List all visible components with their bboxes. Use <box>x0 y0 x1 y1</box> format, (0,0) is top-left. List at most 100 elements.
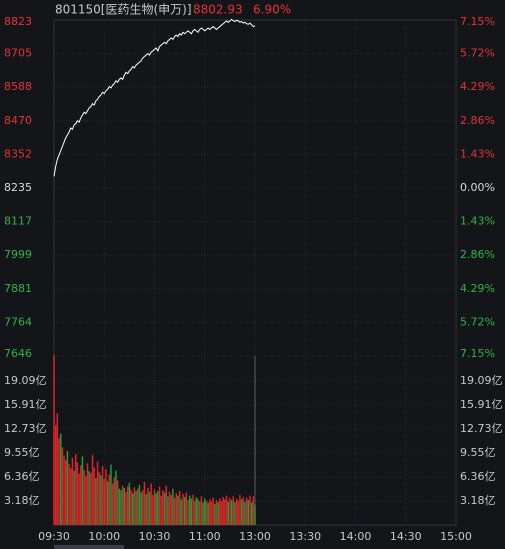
y2-tick-label: 1.43% <box>460 215 495 228</box>
volume-bar <box>175 493 178 525</box>
volume-bar <box>222 497 224 525</box>
volume-bar <box>172 488 174 525</box>
y2-tick-label: 12.73亿 <box>460 422 503 435</box>
y2-tick-label: 15.91亿 <box>460 398 503 411</box>
volume-bar <box>140 492 142 525</box>
volume-bar <box>178 491 181 525</box>
volume-bar <box>163 492 166 525</box>
volume-bar <box>188 495 191 525</box>
volume-bar <box>121 485 124 525</box>
volume-bar <box>53 355 55 525</box>
volume-bar <box>115 470 117 525</box>
volume-bar <box>101 466 104 525</box>
volume-bar <box>138 484 141 525</box>
y-tick-label: 8588 <box>4 80 32 93</box>
volume-bar <box>224 499 226 525</box>
volume-bar <box>219 498 221 525</box>
volume-bar <box>177 495 179 525</box>
volume-bar <box>195 497 198 525</box>
volume-bar <box>225 495 228 525</box>
volume-bar <box>93 467 95 525</box>
volume-bar <box>111 483 114 525</box>
volume-bar <box>123 488 126 525</box>
volume-bar <box>95 478 97 525</box>
volume-bar <box>158 486 161 525</box>
volume-bar <box>143 481 146 525</box>
volume-bar <box>203 498 206 525</box>
volume-bar <box>69 468 72 525</box>
volume-bar <box>232 496 234 525</box>
x-tick-label: 14:30 <box>390 530 422 543</box>
volume-bar <box>91 454 94 525</box>
volume-bar <box>80 465 82 525</box>
y-tick-label: 8470 <box>4 114 32 127</box>
volume-bar <box>235 498 238 525</box>
price-line <box>53 18 256 177</box>
volume-bar <box>167 496 169 525</box>
y-tick-label: 7646 <box>4 347 32 360</box>
volume-bar <box>160 495 162 525</box>
index-name: 801150[医药生物(申万)] <box>55 3 192 17</box>
volume-bar <box>210 501 213 525</box>
y-tick-label: 3.18亿 <box>4 494 40 507</box>
volume-bar <box>168 491 171 525</box>
change-pct: 6.90% <box>253 3 291 17</box>
volume-bar <box>68 463 70 525</box>
volume-bar <box>126 486 129 525</box>
y-tick-label: 7881 <box>4 282 32 295</box>
y-tick-label: 8823 <box>4 15 32 28</box>
y2-tick-label: 0.00% <box>460 181 495 194</box>
volume-bar <box>185 492 188 525</box>
y-tick-label: 8705 <box>4 47 32 60</box>
volume-bar <box>83 469 85 525</box>
volume-bar <box>215 500 218 525</box>
x-tick-label: 13:00 <box>239 530 271 543</box>
volume-bar <box>96 461 99 525</box>
volume-bar <box>212 497 214 525</box>
volume-bar <box>193 500 196 525</box>
volume-bar <box>90 472 92 525</box>
y2-tick-label: 2.86% <box>460 114 495 127</box>
y-tick-label: 8352 <box>4 147 32 160</box>
y-tick-label: 19.09亿 <box>4 374 47 387</box>
volume-bar <box>106 481 109 525</box>
volume-bar <box>198 501 201 525</box>
volume-bar <box>205 500 208 525</box>
volume-bar <box>98 472 100 525</box>
volume-bar <box>103 478 106 525</box>
volume-bar <box>209 499 211 525</box>
volume-bar <box>66 451 69 525</box>
volume-bar <box>86 463 89 525</box>
volume-bar <box>116 480 119 525</box>
volume-bar <box>58 438 60 525</box>
y2-tick-label: 9.55亿 <box>460 446 496 459</box>
x-tick-label: 11:00 <box>189 530 221 543</box>
volume-bar <box>190 498 193 525</box>
y2-tick-label: 19.09亿 <box>460 374 503 387</box>
volume-bar <box>148 491 151 525</box>
volume-bar <box>155 493 157 525</box>
volume-bar <box>237 500 240 525</box>
y-tick-label: 12.73亿 <box>4 422 47 435</box>
volume-bar <box>229 497 231 525</box>
volume-bar <box>240 499 243 525</box>
volume-bar <box>136 488 139 525</box>
volume-bar <box>202 502 204 525</box>
volume-bar <box>120 490 122 525</box>
volume-bar <box>73 470 75 525</box>
volume-bar <box>100 475 102 525</box>
y-tick-label: 8117 <box>4 215 32 228</box>
y2-tick-label: 6.36亿 <box>460 470 496 483</box>
volume-bar <box>145 494 147 525</box>
volume-bar <box>220 500 223 525</box>
volume-bar <box>118 488 121 525</box>
volume-bar <box>131 493 134 525</box>
volume-bar <box>157 491 159 525</box>
volume-bar <box>230 500 233 525</box>
y2-tick-label: 3.18亿 <box>460 494 496 507</box>
volume-bar <box>192 494 194 525</box>
volume-bar <box>76 462 79 525</box>
x-tick-label: 14:00 <box>340 530 372 543</box>
y2-tick-label: 7.15% <box>460 347 495 360</box>
